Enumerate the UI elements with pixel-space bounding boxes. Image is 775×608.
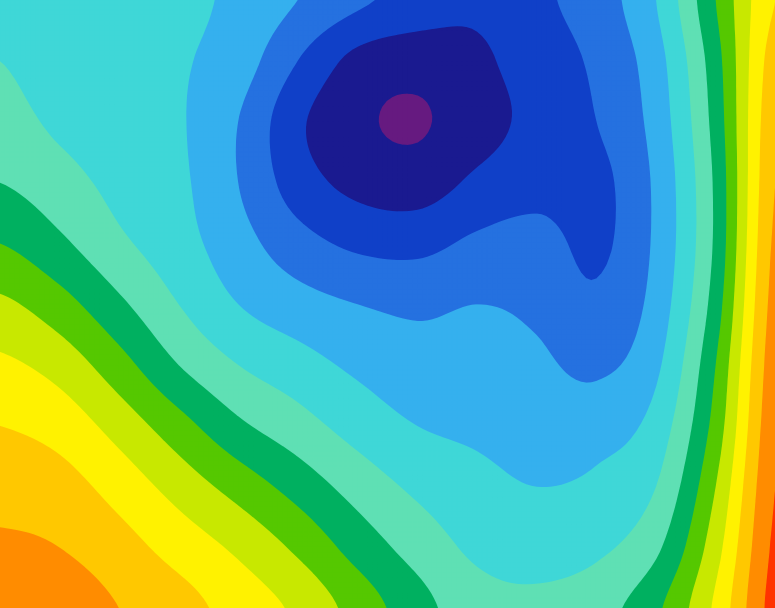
contour-level-13 (379, 94, 432, 145)
contour-svg (0, 0, 775, 608)
contour-plot (0, 0, 775, 608)
contour-layers (0, 0, 775, 608)
